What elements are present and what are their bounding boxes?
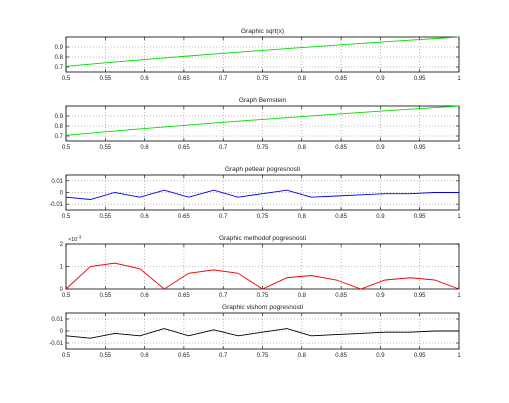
x-tick-label: 0.8 [298, 145, 307, 151]
x-tick-label: 1 [457, 214, 461, 220]
subplot-3: 0.5 0.55 0.6 0.65 0.7 0.75 0.8 0.85 0.9 0.95 1 -0.0… [49, 166, 461, 220]
x-tick-label: 0.5 [62, 76, 71, 82]
x-tick-label: 0.55 [99, 293, 111, 299]
x-tick-label: 0.55 [99, 145, 111, 151]
series-line [65, 262, 460, 290]
subplot-2: 0.5 0.55 0.6 0.65 0.7 0.75 0.8 0.85 0.9 0.95 1 0.7 0… [55, 97, 462, 151]
subplot-title: Graph petlear pogresnosti [225, 166, 300, 173]
x-tick-label: 0.9 [376, 145, 385, 151]
subplot-title: Graphic methodof pogresnosti [219, 235, 306, 242]
y-exponent-label: ×10-3 [68, 235, 82, 244]
y-tick-label: 0.7 [55, 134, 64, 140]
x-tick-label: 0.95 [414, 353, 426, 359]
y-tick-label: 0.9 [55, 114, 64, 120]
plot-area [65, 36, 460, 73]
subplot-5: 0.5 0.55 0.6 0.65 0.7 0.75 0.8 0.85 0.9 0.95 1 -0.0… [49, 304, 461, 359]
x-tick-label: 0.5 [62, 293, 71, 299]
series-line [65, 105, 460, 136]
x-tick-label: 0.95 [414, 76, 426, 82]
x-tick-label: 0.5 [62, 145, 71, 151]
series-line [65, 189, 459, 200]
x-tick-label: 0.95 [414, 145, 426, 151]
x-tick-label: 0.9 [376, 76, 385, 82]
subplot-1: 0.5 0.55 0.6 0.65 0.7 0.75 0.8 0.85 0.9 0.95 1 0.7 0… [55, 28, 462, 82]
x-tick-label: 1 [457, 293, 461, 299]
x-tick-label: 0.75 [257, 293, 269, 299]
x-tick-label: 0.7 [219, 76, 228, 82]
series-line [65, 36, 460, 67]
x-tick-label: 0.75 [257, 214, 269, 220]
x-tick-label: 0.85 [335, 145, 347, 151]
y-tick-label: 0 [60, 329, 64, 335]
y-tick-label: -0.01 [49, 341, 63, 347]
x-tick-label: 0.75 [257, 145, 269, 151]
x-tick-label: 0.55 [99, 76, 111, 82]
plot-area [65, 105, 460, 142]
plot-area [65, 174, 460, 211]
x-tick-label: 0.6 [140, 214, 149, 220]
x-tick-label: 0.7 [219, 293, 228, 299]
x-tick-label: 0.65 [178, 293, 190, 299]
x-tick-label: 0.5 [62, 214, 71, 220]
y-tick-label: 0 [60, 287, 64, 293]
x-tick-label: 0.85 [335, 76, 347, 82]
subplot-title: Graph Bernstein [239, 97, 287, 104]
x-tick-label: 0.65 [178, 353, 190, 359]
x-tick-label: 0.7 [219, 353, 228, 359]
subplot-4: 0.5 0.55 0.6 0.65 0.7 0.75 0.8 0.85 0.9 0.95 1 0 1 2 ×… [60, 235, 462, 300]
x-tick-label: 1 [457, 76, 461, 82]
y-tick-label: 0.8 [55, 124, 64, 130]
x-tick-label: 0.65 [178, 214, 190, 220]
x-tick-label: 0.85 [335, 293, 347, 299]
y-tick-label: 1 [60, 265, 64, 271]
x-tick-label: 0.8 [298, 293, 307, 299]
x-tick-label: 0.95 [414, 293, 426, 299]
series-line [65, 328, 459, 339]
x-tick-label: 0.65 [178, 76, 190, 82]
y-tick-label: 0.9 [55, 45, 64, 51]
x-tick-label: 0.7 [219, 214, 228, 220]
x-tick-label: 0.7 [219, 145, 228, 151]
x-tick-label: 0.95 [414, 214, 426, 220]
x-tick-label: 0.6 [140, 293, 149, 299]
y-tick-label: 2 [60, 242, 64, 248]
x-tick-label: 0.9 [376, 353, 385, 359]
x-tick-label: 0.9 [376, 293, 385, 299]
x-tick-label: 0.55 [99, 353, 111, 359]
x-tick-label: 0.8 [298, 353, 307, 359]
subplot-title: Graphic vishorn pogresnosti [222, 304, 303, 311]
x-tick-label: 0.8 [298, 76, 307, 82]
x-tick-label: 0.6 [140, 145, 149, 151]
y-tick-label: 0.01 [51, 317, 63, 323]
y-tick-label: 0.01 [51, 179, 63, 185]
x-tick-label: 0.55 [99, 214, 111, 220]
x-tick-label: 0.6 [140, 353, 149, 359]
x-tick-label: 0.9 [376, 214, 385, 220]
x-tick-label: 0.6 [140, 76, 149, 82]
x-tick-label: 0.5 [62, 353, 71, 359]
x-tick-label: 0.85 [335, 353, 347, 359]
x-tick-label: 0.85 [335, 214, 347, 220]
y-tick-label: -0.01 [49, 202, 63, 208]
y-tick-label: 0 [60, 191, 64, 197]
subplot-title: Graphic sqrt(x) [241, 28, 284, 35]
y-tick-label: 0.8 [55, 55, 64, 61]
x-tick-label: 1 [457, 145, 461, 151]
y-tick-label: 0.7 [55, 65, 64, 71]
x-tick-label: 0.8 [298, 214, 307, 220]
x-tick-label: 0.75 [257, 76, 269, 82]
x-tick-label: 1 [457, 353, 461, 359]
x-tick-label: 0.75 [257, 353, 269, 359]
x-tick-label: 0.65 [178, 145, 190, 151]
